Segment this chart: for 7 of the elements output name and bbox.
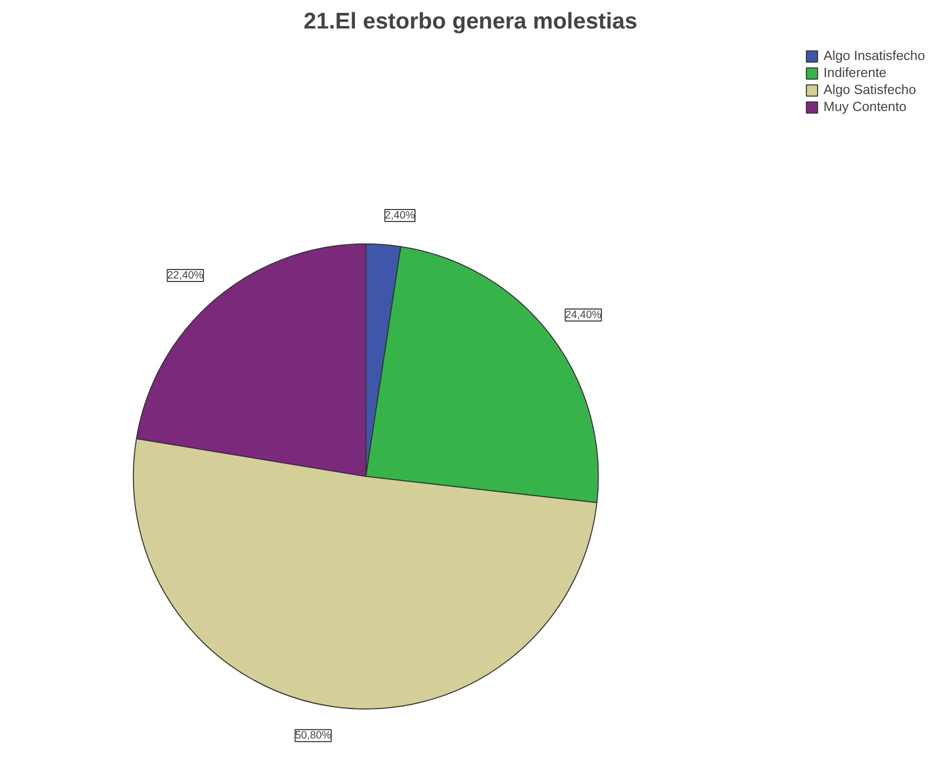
data-label: 24,40% [565, 309, 602, 322]
legend-label: Indiferente [823, 65, 886, 80]
legend-label: Muy Contento [823, 99, 906, 114]
legend-label: Algo Insatisfecho [823, 48, 925, 63]
data-label: 50,80% [295, 730, 332, 742]
chart-title: 21.El estorbo genera molestias [304, 8, 638, 34]
legend-label: Algo Satisfecho [823, 82, 916, 97]
